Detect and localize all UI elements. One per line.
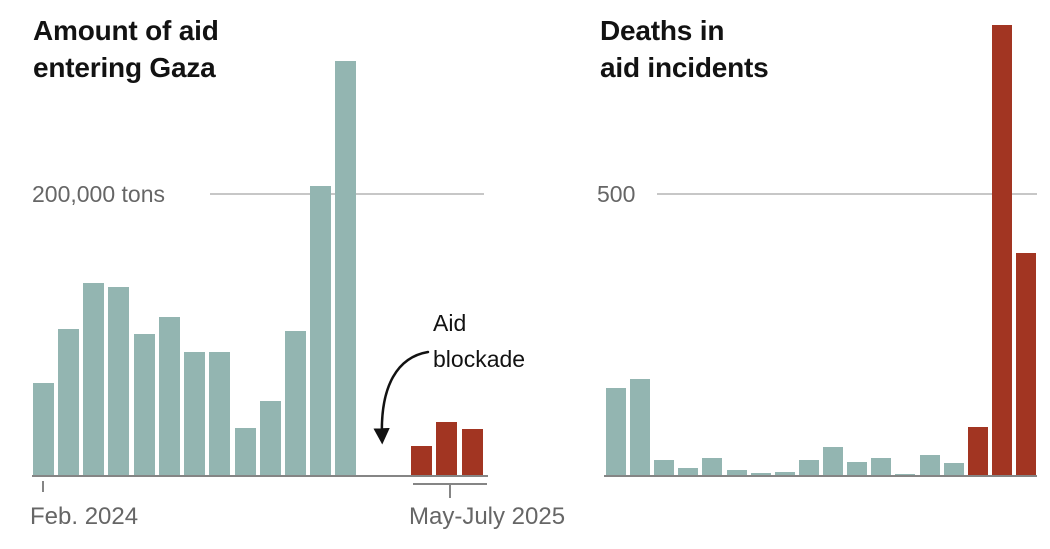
deaths-bar-feb-2024 — [606, 388, 626, 476]
aid-x-axis — [32, 475, 488, 477]
aid-bar-dec-2024 — [285, 331, 306, 476]
aid-blockade-annotation: Aid blockade — [433, 310, 526, 372]
aid-bar-aug-2024 — [184, 352, 206, 476]
aid-bar-june-2025 — [436, 422, 458, 476]
deaths-bar-april-2024 — [654, 460, 675, 476]
aid-bar-sept-2024 — [209, 352, 231, 476]
aid-bar-march-2024 — [57, 329, 79, 476]
deaths-x-axis — [604, 475, 1037, 477]
aid-bar-may-2024 — [108, 287, 130, 476]
may-july-bracket — [413, 483, 487, 499]
may-july-2025-label: May-July 2025 — [409, 503, 566, 530]
deaths-bar-nov-2024 — [823, 447, 844, 476]
deaths-bar-aug-2024 — [750, 473, 771, 476]
deaths-bar-march-2025 — [919, 455, 940, 476]
deaths-bar-oct-2024 — [798, 460, 819, 476]
deaths-bar-may-2025 — [967, 427, 988, 476]
deaths-bar-march-2024 — [630, 379, 651, 476]
may-july-bracket-tick — [449, 485, 451, 498]
deaths-bar-dec-2024 — [847, 462, 868, 476]
blockade-arrow-icon — [373, 350, 430, 445]
aid-bar-july-2024 — [158, 317, 180, 476]
deaths-bar-sept-2024 — [774, 472, 795, 476]
aid-gridline-label: 200,000 tons — [32, 181, 166, 207]
aid-bar-april-2024 — [83, 283, 105, 476]
deaths-chart-title: Deaths in aid incidents — [600, 15, 769, 83]
deaths-bar-june-2024 — [702, 458, 723, 476]
deaths-bar-april-2025 — [943, 463, 964, 476]
feb-2024-tick — [42, 481, 44, 492]
aid-bar-feb-2025 — [335, 61, 357, 476]
aid-bar-nov-2024 — [259, 401, 281, 476]
deaths-bar-may-2024 — [678, 468, 699, 476]
deaths-bar-jan-2025 — [871, 458, 892, 476]
aid-bar-jan-2025 — [310, 186, 332, 476]
deaths-bar-july-2025 — [1016, 253, 1037, 476]
aid-bar-feb-2024 — [32, 383, 54, 476]
aid-bar-july-2025 — [461, 429, 483, 476]
aid-bar-may-2025 — [411, 446, 433, 476]
aid-bar-oct-2024 — [234, 428, 256, 476]
deaths-bar-july-2024 — [726, 470, 747, 476]
feb-2024-label: Feb. 2024 — [30, 503, 139, 530]
deaths-gridline — [657, 193, 1037, 195]
deaths-bar-june-2025 — [991, 25, 1012, 476]
deaths-gridline-label: 500 — [597, 181, 636, 207]
aid-chart-title: Amount of aid entering Gaza — [33, 15, 219, 83]
aid-bar-june-2024 — [133, 334, 155, 476]
